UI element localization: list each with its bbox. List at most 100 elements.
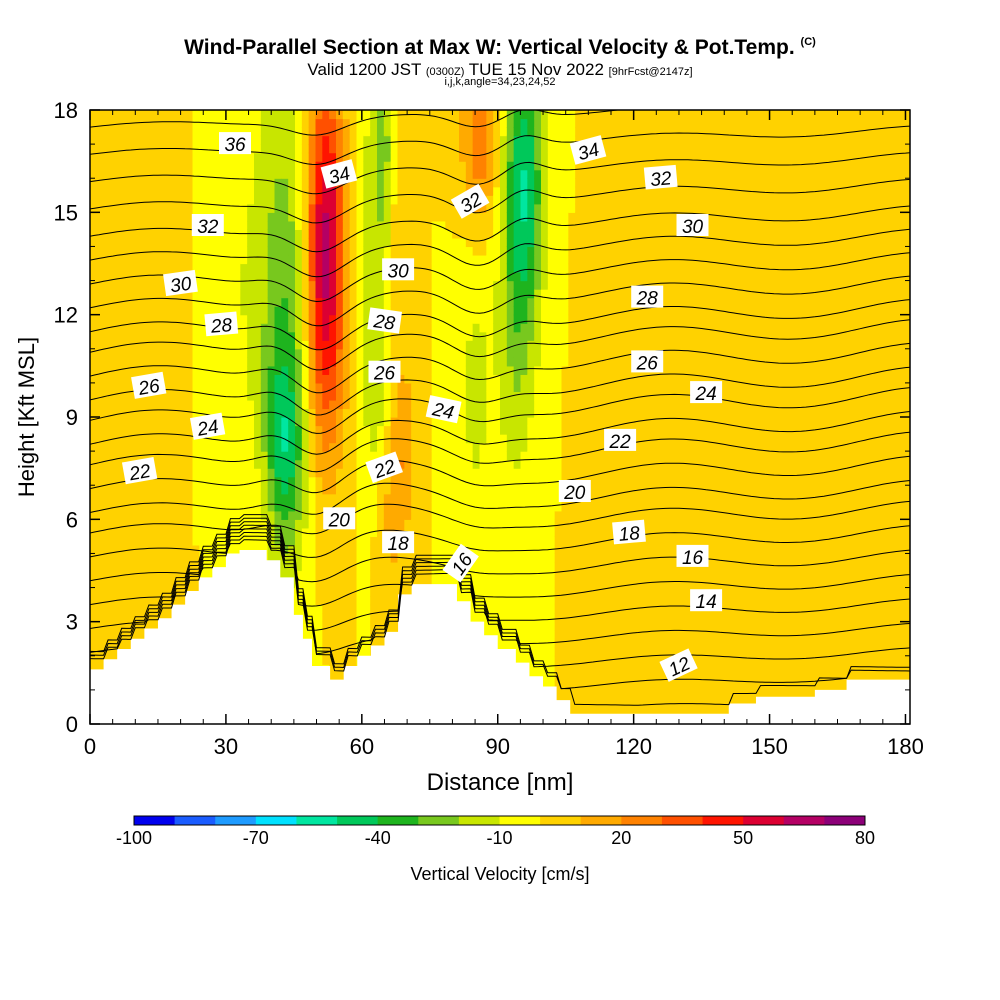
heatmap-cell-4568 (520, 442, 528, 452)
heatmap-cell-1392 (219, 510, 228, 520)
heatmap-cell-163 (103, 553, 112, 563)
heatmap-cell-297 (117, 638, 125, 648)
heatmap-cell-341 (117, 263, 125, 273)
heatmap-cell-4862 (547, 391, 556, 401)
heatmap-cell-4143 (479, 382, 487, 393)
heatmap-cell-2777 (349, 365, 358, 375)
heatmap-cell-1206 (199, 254, 207, 265)
heatmap-cell-2069 (281, 263, 289, 273)
heatmap-cell-4442 (506, 289, 515, 299)
heatmap-cell-1790 (254, 186, 262, 196)
heatmap-cell-3723 (438, 280, 446, 290)
heatmap-cell-2081 (281, 161, 289, 171)
heatmap-cell-4083 (472, 280, 481, 290)
heatmap-cell-566 (137, 186, 146, 196)
heatmap-cell-2547 (329, 485, 337, 495)
heatmap-cell-2060 (281, 340, 289, 350)
heatmap-cell-1046 (185, 391, 194, 401)
heatmap-cell-1711 (247, 246, 255, 256)
heatmap-cell-4488 (513, 510, 522, 520)
heatmap-cell-4974 (561, 664, 569, 674)
heatmap-cell-3051 (377, 485, 385, 495)
heatmap-cell-3999 (465, 382, 474, 393)
heatmap-cell-4031 (465, 110, 474, 120)
heatmap-cell-1148 (192, 135, 200, 145)
heatmap-cell-3998 (465, 391, 474, 401)
heatmap-cell-3699 (438, 485, 446, 495)
heatmap-cell-3329 (404, 570, 412, 580)
heatmap-cell-4802 (541, 289, 549, 299)
heatmap-cell-4231 (486, 246, 494, 256)
heatmap-cell-954 (178, 561, 187, 572)
heatmap-cell-2640 (336, 306, 344, 316)
heatmap-cell-4265 (493, 570, 501, 580)
heatmap-cell-3350 (404, 391, 412, 401)
heatmap-cell-838 (165, 323, 173, 333)
heatmap-cell-898 (172, 425, 180, 435)
heatmap-cell-497 (131, 161, 139, 171)
heatmap-cell-2340 (308, 408, 317, 418)
heatmap-cell-4711 (534, 451, 542, 461)
heatmap-cell-4834 (547, 630, 556, 640)
heatmap-cell-3878 (452, 186, 460, 196)
heatmap-cell-3472 (418, 579, 426, 589)
heatmap-cell-2263 (301, 451, 310, 461)
heatmap-cell-6 (90, 664, 98, 674)
heatmap-cell-560 (137, 237, 146, 248)
heatmap-cell-2900 (363, 544, 371, 555)
heatmap-cell-4482 (513, 561, 522, 572)
heatmap-cell-3839 (452, 519, 460, 529)
heatmap-cell-693 (151, 331, 159, 341)
heatmap-cell-4130 (479, 493, 487, 503)
heatmap-cell-2731 (342, 144, 351, 154)
heatmap-cell-4135 (479, 451, 487, 461)
heatmap-cell-4567 (520, 451, 528, 461)
heatmap-cell-1053 (185, 331, 194, 341)
heatmap-cell-4378 (500, 220, 508, 230)
heatmap-cell-669 (151, 536, 159, 546)
heatmap-cell-476 (131, 340, 139, 350)
heatmap-cell-2558 (329, 391, 337, 401)
heatmap-cell-379 (124, 553, 132, 563)
heatmap-cell-4767 (541, 587, 549, 597)
heatmap-cell-1128 (192, 306, 200, 316)
heatmap-cell-4194 (486, 561, 494, 572)
heatmap-cell-1285 (206, 195, 214, 205)
heatmap-cell-2650 (336, 220, 344, 230)
heatmap-cell-4872 (547, 306, 556, 316)
heatmap-cell-2215 (295, 246, 303, 256)
heatmap-cell-2011 (274, 144, 282, 154)
heatmap-cell-4186 (486, 630, 494, 640)
heatmap-cell-1359 (213, 178, 221, 188)
heatmap-cell-4208 (486, 442, 494, 452)
heatmap-cell-1546 (233, 425, 241, 435)
heatmap-cell-3413 (411, 468, 419, 478)
heatmap-cell-446 (131, 596, 139, 606)
heatmap-cell-2065 (281, 297, 289, 307)
heatmap-cell-4240 (486, 169, 494, 179)
heatmap-cell-126 (96, 254, 105, 265)
heatmap-cell-4124 (479, 544, 487, 555)
heatmap-cell-4204 (486, 476, 494, 486)
heatmap-cell-1241 (206, 570, 214, 580)
heatmap-cell-2047 (281, 451, 289, 461)
heatmap-cell-3632 (431, 442, 440, 452)
heatmap-cell-1432 (219, 169, 228, 179)
heatmap-cell-4272 (493, 510, 501, 520)
heatmap-cell-1000 (178, 169, 187, 179)
heatmap-cell-3005 (370, 263, 378, 273)
heatmap-cell-2649 (336, 229, 344, 239)
heatmap-cell-686 (151, 391, 159, 401)
heatmap-cell-3950 (459, 186, 467, 196)
heatmap-cell-169 (103, 502, 112, 512)
heatmap-cell-4809 (541, 229, 549, 239)
heatmap-cell-3145 (383, 297, 392, 307)
heatmap-cell-3689 (438, 570, 446, 580)
heatmap-cell-1275 (206, 280, 214, 290)
heatmap-cell-2217 (295, 229, 303, 239)
heatmap-cell-95 (96, 519, 105, 529)
heatmap-cell-2536 (329, 579, 337, 589)
heatmap-cell-4866 (547, 357, 556, 367)
heatmap-cell-3813 (445, 127, 453, 137)
heatmap-cell-3569 (424, 365, 433, 375)
